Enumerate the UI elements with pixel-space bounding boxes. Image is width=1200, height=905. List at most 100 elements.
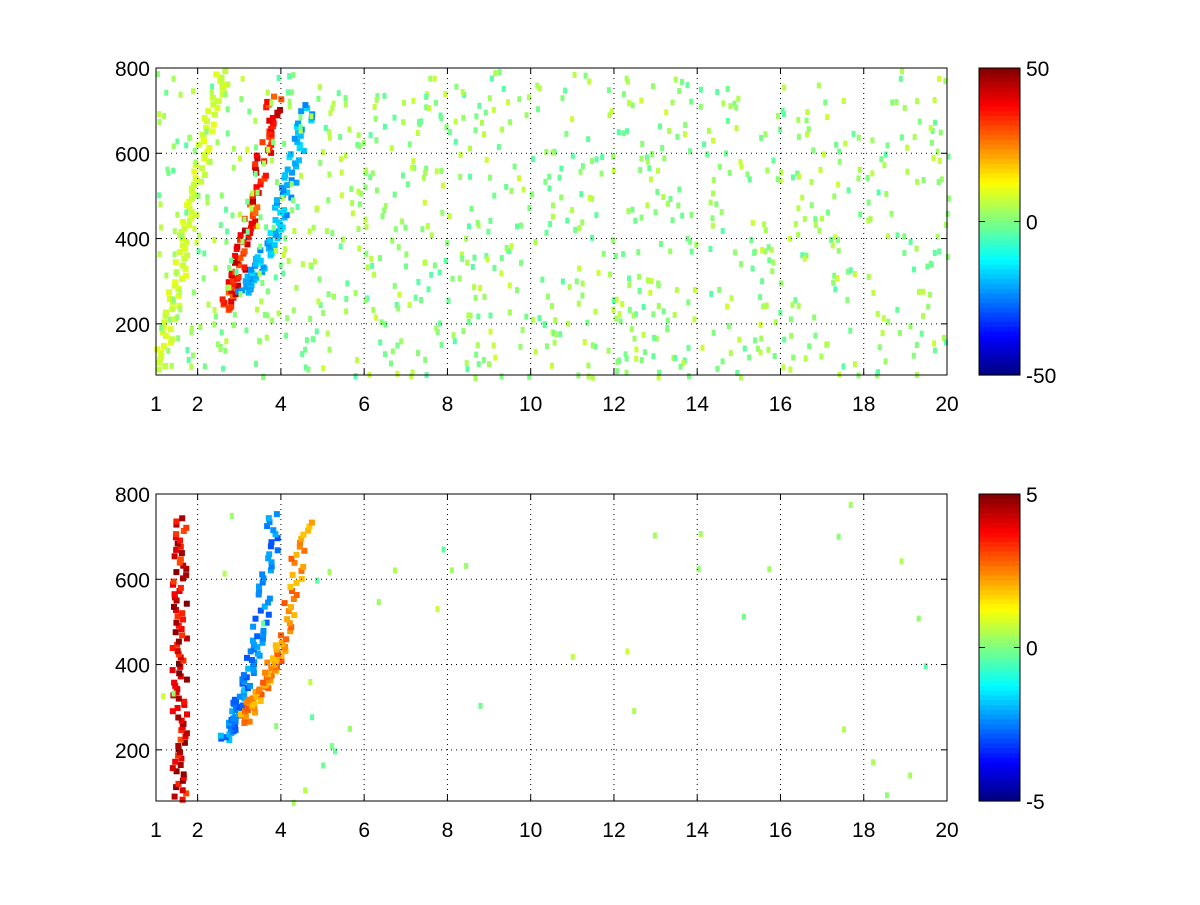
heatmap-speckle [284,332,289,339]
colorbar-segment [979,585,1020,591]
colorbar-segment [979,135,1020,141]
heatmap-speckle [443,91,448,97]
colorbar-segment [979,154,1020,160]
heatmap-speckle [615,368,620,375]
heatmap-speckle [647,165,652,172]
heatmap-speckle [460,255,465,262]
heatmap-speckle [219,192,224,199]
heatmap-speckle [882,162,887,169]
heatmap-speckle [577,265,582,272]
heatmap-speckle [310,714,315,721]
heatmap-speckle [698,103,703,110]
heatmap-speckle [673,76,678,83]
colorbar-segment [979,298,1020,304]
colorbar-segment [979,317,1020,323]
heatmap-cell [177,762,184,768]
heatmap-speckle [755,345,760,352]
heatmap-cell [167,326,174,333]
heatmap-speckle [782,84,787,91]
colorbar-segment [979,494,1020,500]
heatmap-cell [248,220,255,227]
heatmap-speckle [435,328,440,335]
heatmap-speckle [318,159,323,166]
heatmap-speckle [478,702,483,709]
heatmap-speckle [327,134,332,141]
heatmap-speckle [421,174,426,181]
heatmap-speckle [765,167,770,174]
heatmap-speckle [473,375,478,381]
heatmap-speckle [257,270,262,277]
heatmap-cell [204,118,210,125]
heatmap-speckle [298,124,303,131]
heatmap-cell [169,765,176,772]
heatmap-speckle [208,159,213,165]
heatmap-speckle [226,81,231,88]
heatmap-speckle [492,192,497,199]
heatmap-speckle [165,166,170,173]
heatmap-speckle [265,312,270,319]
heatmap-speckle [481,357,486,363]
heatmap-cell [271,93,277,100]
heatmap-speckle [459,251,464,258]
heatmap-cell [274,547,281,554]
heatmap-speckle [645,277,650,284]
heatmap-cell [274,535,281,542]
heatmap-cell [283,212,290,219]
top-heatmap-frame [155,67,948,376]
heatmap-speckle [813,216,818,223]
heatmap-speckle [634,346,639,353]
heatmap-speckle [382,207,387,214]
heatmap-speckle [900,68,905,75]
heatmap-speckle [729,295,734,302]
heatmap-speckle [866,273,871,280]
heatmap-speckle [542,322,547,329]
heatmap-cell [252,688,259,695]
heatmap-speckle [737,336,742,343]
heatmap-cell [183,600,190,607]
heatmap-cell [259,579,266,586]
heatmap-speckle [780,107,785,114]
heatmap-cell [204,148,211,155]
heatmap-speckle [590,196,595,202]
colorbar-segment [979,288,1020,295]
heatmap-speckle [848,501,853,508]
heatmap-cell [264,659,271,666]
heatmap-speckle [565,217,570,224]
heatmap-speckle [357,143,362,149]
heatmap-speckle [427,105,431,111]
heatmap-speckle [409,164,414,171]
heatmap-speckle [535,82,540,89]
heatmap-cell [180,562,187,569]
heatmap-speckle [261,620,266,627]
colorbar-segment [979,68,1020,74]
heatmap-cell [181,739,188,746]
heatmap-cell [175,752,182,759]
heatmap-cell [267,243,274,250]
heatmap-cell [188,208,195,215]
heatmap-speckle [689,98,694,105]
heatmap-speckle [771,157,776,164]
heatmap-cell [228,298,235,305]
heatmap-speckle [564,130,569,137]
heatmap-speckle [670,217,675,224]
heatmap-speckle [689,248,694,255]
colorbar-segment [979,202,1020,208]
heatmap-cell [162,312,169,319]
heatmap-speckle [212,321,217,328]
heatmap-speckle [466,312,471,319]
heatmap-cell [236,693,243,700]
heatmap-speckle [283,246,288,253]
heatmap-cell [170,581,176,588]
heatmap-speckle [261,374,266,380]
heatmap-speckle [258,214,263,221]
heatmap-speckle [809,202,814,209]
heatmap-speckle [519,259,523,266]
heatmap-speckle [633,217,638,224]
heatmap-cell [267,543,274,550]
heatmap-speckle [205,199,210,206]
heatmap-cell [278,632,284,639]
heatmap-cell [176,559,183,566]
heatmap-speckle [875,310,880,317]
colorbar-segment [979,642,1020,649]
heatmap-speckle [370,262,375,269]
